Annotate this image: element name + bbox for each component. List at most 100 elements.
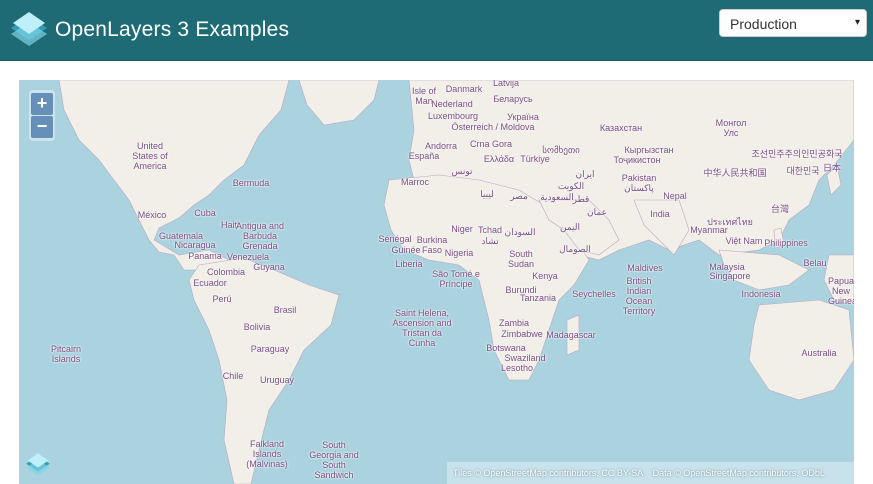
map-label: ایران bbox=[575, 169, 595, 179]
attribution-data-link[interactable]: OpenStreetMap bbox=[683, 468, 747, 478]
map-label: 대한민국 bbox=[786, 166, 820, 176]
map-label: México bbox=[137, 210, 167, 220]
map-label: Nepal bbox=[663, 191, 687, 201]
map-label: British Indian Ocean Territory bbox=[622, 276, 656, 316]
map-label: Seychelles bbox=[572, 289, 616, 299]
map-label: 조선민주주의인민공화국 bbox=[751, 149, 843, 159]
map-label: Belau bbox=[803, 258, 827, 268]
map-label: السعودية bbox=[540, 192, 574, 202]
map-label: Grenada bbox=[242, 241, 278, 251]
map-label: Казахстан bbox=[599, 123, 643, 133]
map-label: Brasil bbox=[273, 305, 297, 315]
map-label: Україна bbox=[507, 112, 539, 122]
map-label: Zimbabwe bbox=[501, 329, 543, 339]
map-label: Bermuda bbox=[232, 178, 270, 188]
map-label: Colombia bbox=[206, 267, 246, 277]
map-label: مصر bbox=[510, 191, 528, 201]
map-label: اليمن bbox=[559, 222, 581, 232]
map-label: Latvija bbox=[492, 80, 520, 88]
map-label: الكويت bbox=[557, 181, 585, 191]
map-label: Isle of Man bbox=[411, 86, 436, 106]
map-label: Niger bbox=[451, 224, 473, 234]
map-label: South Sudan bbox=[507, 249, 535, 269]
map-label: قطر bbox=[572, 194, 590, 204]
map-label: Ecuador bbox=[193, 278, 227, 288]
map-label: Danmark bbox=[445, 84, 483, 94]
map-attribution: Tiles © OpenStreetMap contributors, CC B… bbox=[447, 462, 854, 484]
map-label: United States of America bbox=[132, 141, 168, 171]
map-label: عمان bbox=[587, 207, 607, 217]
map-label: Philippines bbox=[764, 238, 808, 248]
map-label: Malaysia bbox=[709, 262, 745, 272]
map-label: Perú bbox=[212, 294, 232, 304]
map-label: Türkiye bbox=[520, 154, 550, 164]
map-label: Nigeria bbox=[444, 248, 474, 258]
map-label: Venezuela bbox=[226, 252, 270, 262]
map-label: España bbox=[408, 151, 440, 161]
chevron-down-icon: ▾ bbox=[854, 17, 860, 28]
map-label: Кыргызстан bbox=[624, 145, 674, 155]
map-label: Marroc bbox=[400, 177, 430, 187]
map-label: Australia bbox=[801, 348, 837, 358]
map-label: Pitcairn Islands bbox=[50, 344, 81, 364]
map-label: Andorra bbox=[424, 141, 458, 151]
map-label: Haiti bbox=[220, 220, 240, 230]
map-label: Antigua and Barbuda bbox=[235, 221, 285, 241]
zoom-in-button[interactable]: + bbox=[31, 93, 53, 115]
map-label: Bolivia bbox=[243, 322, 271, 332]
map-label: Беларусь bbox=[493, 94, 533, 104]
map-label: تونس bbox=[451, 166, 473, 176]
map-label: 中华人民共和国 bbox=[703, 168, 767, 178]
map-label: Österreich / Moldova bbox=[451, 122, 535, 132]
map-label: Guyana bbox=[253, 262, 285, 272]
map-label: السودان bbox=[504, 227, 536, 237]
map-label: Sénégal bbox=[378, 234, 412, 244]
map-label: South Georgia and South Sandwich bbox=[309, 440, 359, 480]
zoom-controls: + − bbox=[29, 90, 55, 141]
map-label: Guinée bbox=[391, 245, 421, 255]
map-label: Myanmar bbox=[690, 225, 728, 235]
map-label: Tanzania bbox=[519, 293, 557, 303]
page-title: OpenLayers 3 Examples bbox=[55, 18, 290, 41]
world-basemap bbox=[58, 80, 854, 484]
map-label: الصومال bbox=[559, 244, 591, 254]
map-label: ليبيا bbox=[480, 189, 494, 199]
map-label: Guatemala bbox=[158, 231, 204, 241]
map-label: Paraguay bbox=[250, 344, 290, 354]
map-label: Burkina Faso bbox=[416, 235, 448, 255]
map-label: Cuba bbox=[194, 208, 216, 218]
map-viewport[interactable]: Latvija Danmark Isle of Man Nederland Бе… bbox=[19, 80, 854, 484]
attribution-tiles-suffix: contributors, CC BY-SA bbox=[549, 468, 643, 478]
map-label: Ελλάδα bbox=[483, 154, 515, 164]
map-label: Kenya bbox=[532, 271, 558, 281]
mode-select[interactable]: Production ▾ bbox=[719, 9, 867, 37]
map-label: Uruguay bbox=[259, 375, 295, 385]
map-label: Falkland Islands (Malvinas) bbox=[246, 439, 288, 469]
map-label: Singapore bbox=[709, 271, 751, 281]
map-label: Pakistan پاکستان bbox=[621, 173, 657, 193]
attribution-data-suffix: contributors, ODbL bbox=[749, 468, 825, 478]
map-label: Việt Nam bbox=[725, 236, 763, 246]
map-label: ประเทศไทย bbox=[707, 217, 753, 227]
map-label: Nicaragua bbox=[174, 240, 216, 250]
map-label: Panama bbox=[188, 251, 222, 261]
map-label: 台灣 bbox=[770, 204, 790, 214]
openlayers-logo-icon bbox=[11, 12, 47, 46]
zoom-out-button[interactable]: − bbox=[31, 116, 53, 138]
mode-select-value: Production bbox=[730, 16, 797, 32]
attribution-tiles-prefix: Tiles © bbox=[453, 468, 481, 478]
brand[interactable]: OpenLayers 3 Examples bbox=[9, 8, 289, 52]
map-label: Indonesia bbox=[741, 289, 781, 299]
map-label: Crna Gora bbox=[469, 139, 513, 149]
attribution-tiles-link[interactable]: OpenStreetMap bbox=[483, 468, 547, 478]
map-label: Burundi bbox=[505, 285, 537, 295]
openlayers-logo-icon[interactable] bbox=[25, 452, 51, 478]
map-label: Тоҷикистон bbox=[613, 155, 661, 165]
map-label: Madagascar bbox=[546, 330, 596, 340]
map-label: Botswana bbox=[486, 343, 526, 353]
map-label: São Tomé e Príncipe bbox=[432, 269, 480, 289]
map-label: Liberia bbox=[395, 259, 423, 269]
map-label: Lesotho bbox=[500, 363, 534, 373]
map-label: Maldives bbox=[627, 263, 663, 273]
map-label: India bbox=[650, 209, 670, 219]
